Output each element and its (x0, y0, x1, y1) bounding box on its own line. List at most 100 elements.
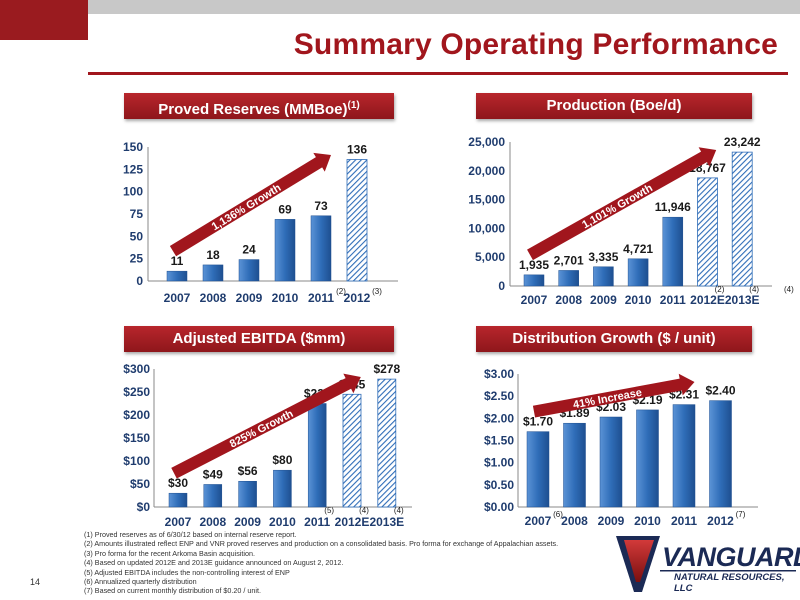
reserves-growth-arrow-icon: 1,136% Growth (169, 152, 331, 257)
production-ytick-label: 20,000 (468, 164, 505, 178)
distribution-ytick-label: $3.00 (484, 367, 514, 381)
production-bar (662, 216, 684, 287)
ebitda-ytick-label: $250 (123, 385, 150, 399)
ebitda-x-tick-label: 2009 (234, 515, 261, 529)
reserves-bar (310, 215, 332, 282)
production-ytick-label: 25,000 (468, 135, 505, 149)
ebitda-growth-arrow-icon: 825% Growth (171, 373, 361, 479)
distribution-bar (599, 416, 623, 508)
reserves-x-tick-label: 2012 (344, 291, 371, 305)
ebitda-bar (203, 484, 223, 508)
ebitda-x-tick-label: 2007 (165, 515, 192, 529)
distribution-x-tick-label: 2008 (561, 514, 588, 528)
production-data-label: 1,935 (519, 258, 549, 272)
ebitda-data-label: $49 (203, 467, 223, 481)
distribution-title: Distribution Growth ($ / unit) (512, 330, 716, 347)
distribution-ytick-label: $2.00 (484, 411, 514, 425)
reserves-category-footnote-mark: (2) (336, 287, 346, 296)
ebitda-title: Adjusted EBITDA ($mm) (172, 330, 346, 347)
footnote: (7) Based on current monthly distributio… (84, 586, 261, 596)
production-x-tick-label: 2008 (555, 293, 582, 307)
ebitda-bar (273, 469, 292, 508)
distribution-bar (636, 409, 659, 508)
reserves-data-label: 24 (242, 243, 256, 257)
production-x-tick-label: 2007 (521, 293, 548, 307)
production-growth-arrow-icon: 1,101% Growth (527, 147, 717, 261)
ebitda-bar (168, 492, 188, 508)
ebitda-ytick-label: $150 (123, 431, 150, 445)
distribution-growth-arrow-shape (532, 373, 695, 418)
company-logo: VANGUARD NATURAL RESOURCES, LLC (612, 534, 800, 594)
logo-subtitle: NATURAL RESOURCES, LLC (674, 572, 785, 594)
distribution-data-label: $2.19 (632, 393, 662, 407)
distribution-ytick-label: $0.00 (484, 500, 514, 514)
distribution-data-label: $1.89 (559, 406, 589, 420)
production-ytick-label: 5,000 (475, 250, 505, 264)
production-bar-footnote-mark: (2) (715, 285, 725, 294)
distribution-category-footnote-mark: (7) (736, 510, 746, 519)
reserves-x-tick-label: 2009 (236, 291, 263, 305)
reserves-title-sup: (1) (347, 100, 360, 111)
reserves-x-tick-label: 2010 (272, 291, 299, 305)
distribution-bar (672, 404, 696, 508)
footnote: (3) Pro forma for the recent Arkoma Basi… (84, 548, 255, 558)
production-data-label: 4,721 (623, 242, 653, 256)
production-ytick-label: 0 (498, 279, 505, 293)
distribution-data-label: $2.03 (596, 400, 626, 414)
distribution-data-label: $1.70 (523, 415, 553, 429)
distribution-bar (563, 422, 586, 508)
footnote: (1) Proved reserves as of 6/30/12 based … (84, 530, 297, 539)
reserves-ytick-label: 75 (130, 207, 144, 221)
ebitda-bar (377, 378, 397, 508)
reserves-ytick-label: 0 (136, 274, 143, 288)
distribution-bar (709, 400, 732, 508)
reserves-data-label: 11 (171, 254, 184, 268)
distribution-category-footnote-mark: (6) (553, 510, 563, 519)
footnote: (2) Amounts illustrated reflect ENP and … (84, 539, 559, 549)
production-header: Production (Boe/d) (476, 93, 752, 119)
production-x-tick-label: 2013E (725, 293, 760, 307)
reserves-title: Proved Reserves (MMBoe) (158, 101, 348, 118)
production-data-label: 2,701 (554, 253, 584, 267)
production-ytick-label: 15,000 (468, 193, 505, 207)
distribution-data-label: $2.40 (705, 384, 735, 398)
ebitda-bar-footnote-mark: (5) (324, 506, 334, 515)
corner-accent (0, 0, 88, 40)
ebitda-bar (238, 480, 257, 508)
production-bar (731, 151, 753, 287)
ebitda-header: Adjusted EBITDA ($mm) (124, 326, 394, 352)
production-bar (697, 177, 718, 287)
distribution-x-tick-label: 2011 (671, 514, 697, 528)
production-bar (558, 270, 579, 287)
distribution-header: Distribution Growth ($ / unit) (476, 326, 752, 352)
ebitda-ytick-label: $50 (130, 477, 150, 491)
reserves-bar (202, 264, 224, 282)
distribution-bar (526, 431, 550, 508)
reserves-bar (166, 270, 188, 282)
reserves-x-tick-label: 2008 (200, 291, 227, 305)
ebitda-x-tick-label: 2008 (199, 515, 226, 529)
ebitda-bar-footnote-mark: (4) (394, 506, 404, 515)
ebitda-data-label: $278 (373, 362, 400, 376)
production-x-tick-label: 2011 (660, 293, 686, 307)
logo-name: VANGUARD (662, 542, 800, 572)
ebitda-growth-arrow-shape (171, 373, 361, 479)
production-data-label: 23,242 (724, 135, 761, 149)
ebitda-data-label: $225 (304, 387, 331, 401)
production-data-label: 3,335 (588, 250, 618, 264)
production-bar (523, 274, 545, 287)
ebitda-bar-footnote-mark: (4) (359, 506, 369, 515)
ebitda-x-tick-label: 2010 (269, 515, 296, 529)
reserves-growth-arrow-shape (169, 152, 331, 257)
reserves-data-label: 69 (278, 202, 292, 216)
reserves-ytick-label: 25 (130, 252, 144, 266)
reserves-x-tick-label: 2011 (308, 291, 334, 305)
reserves-ytick-label: 125 (123, 162, 143, 176)
production-bar-footnote-mark: (4) (749, 285, 759, 294)
reserves-ytick-label: 50 (130, 229, 144, 243)
ebitda-x-tick-label: 2012E (335, 515, 370, 529)
production-bar (593, 266, 614, 287)
production-x-tick-label: 2009 (590, 293, 617, 307)
distribution-ytick-label: $1.50 (484, 434, 514, 448)
